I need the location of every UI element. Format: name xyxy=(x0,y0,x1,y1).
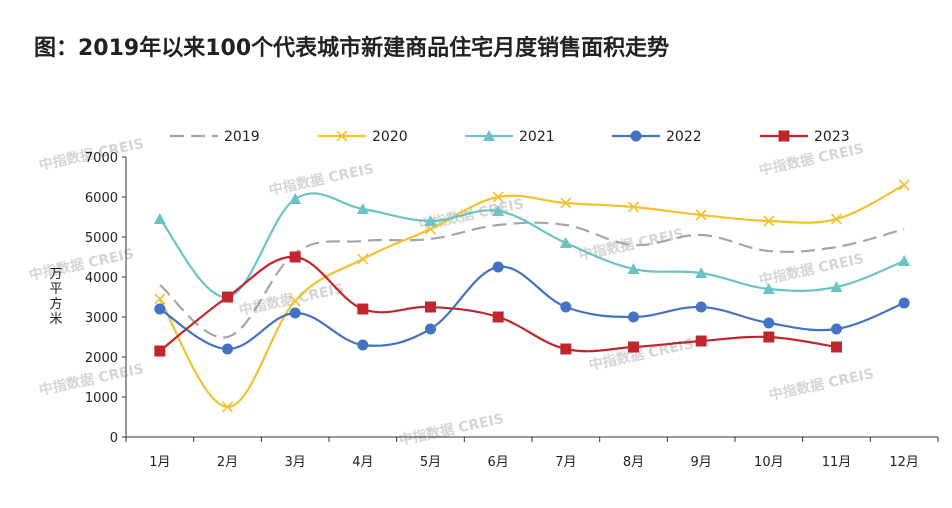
x-tick-label: 1月 xyxy=(149,455,170,470)
data-point-2021 xyxy=(762,283,775,294)
data-point-2023 xyxy=(763,331,775,343)
y-tick-label: 0 xyxy=(110,431,118,446)
watermark: 中指数据 CREIS xyxy=(757,140,865,179)
data-point-2022 xyxy=(560,301,572,313)
data-point-2022 xyxy=(898,297,910,309)
data-point-2021 xyxy=(695,267,708,278)
x-tick-label: 8月 xyxy=(623,455,644,470)
x-tick-label: 2月 xyxy=(217,455,238,470)
x-tick-label: 4月 xyxy=(352,455,373,470)
series-2020 xyxy=(154,179,910,413)
chart-title: 图：2019年以来100个代表城市新建商品住宅月度销售面积走势 xyxy=(34,36,670,61)
legend-item-2022: 2022 xyxy=(612,129,702,145)
data-point-2021 xyxy=(289,193,302,204)
y-tick-label: 4000 xyxy=(85,271,118,286)
watermark: 中指数据 CREIS xyxy=(587,335,695,374)
data-point-2022 xyxy=(695,301,707,313)
legend-label: 2020 xyxy=(372,129,408,145)
watermark: 中指数据 CREIS xyxy=(577,225,685,264)
data-point-2021 xyxy=(559,237,572,248)
data-point-2022 xyxy=(831,323,842,335)
y-tick-label: 7000 xyxy=(85,151,118,166)
series-line-2019 xyxy=(159,221,905,339)
legend-item-2021: 2021 xyxy=(465,129,555,145)
legend-label: 2021 xyxy=(519,129,555,145)
series-2021 xyxy=(153,192,911,302)
x-tick-label: 6月 xyxy=(488,455,509,470)
legend: 2019 2020 2021 2022 2023 xyxy=(170,129,850,145)
data-point-2020 xyxy=(289,295,301,307)
data-point-2020 xyxy=(627,201,640,213)
data-point-2021 xyxy=(627,263,640,274)
axes: 0 1000 2000 3000 4000 5000 6000 7000 1月 2月 3月 4月 5月 6… xyxy=(49,151,939,470)
x-tick-label: 3月 xyxy=(285,455,306,470)
data-point-2023 xyxy=(628,341,639,353)
data-point-2023 xyxy=(289,251,301,263)
legend-item-2023: 2023 xyxy=(760,129,850,145)
data-point-2021 xyxy=(356,203,369,214)
data-point-2021 xyxy=(492,205,505,216)
legend-marker xyxy=(336,130,348,142)
data-point-2023 xyxy=(831,341,842,353)
data-point-2023 xyxy=(492,311,504,323)
data-point-2023 xyxy=(425,301,436,313)
x-tick-label: 10月 xyxy=(754,455,784,470)
data-point-2023 xyxy=(560,343,572,355)
data-point-2020 xyxy=(560,197,572,209)
x-tick-label: 7月 xyxy=(555,455,576,470)
watermark-layer: 中指数据 CREIS 中指数据 CREIS 中指数据 CREIS 中指数据 CREIS… xyxy=(27,135,875,449)
y-tick-label: 5000 xyxy=(85,231,118,246)
data-point-2022 xyxy=(357,339,369,351)
data-point-2023 xyxy=(222,291,233,303)
data-point-2022 xyxy=(289,307,301,319)
data-point-2020 xyxy=(898,179,910,191)
legend-label: 2019 xyxy=(224,129,260,145)
legend-label: 2022 xyxy=(666,129,702,145)
legend-marker xyxy=(778,130,790,142)
watermark: 中指数据 CREIS xyxy=(267,160,375,199)
legend-marker xyxy=(630,130,642,142)
legend-item-2019: 2019 xyxy=(170,129,260,145)
y-tick-label: 6000 xyxy=(85,191,118,206)
data-point-2022 xyxy=(763,317,775,329)
x-tick-label: 11月 xyxy=(822,455,852,470)
data-point-2022 xyxy=(222,343,233,355)
watermark: 中指数据 CREIS xyxy=(397,410,505,449)
data-point-2023 xyxy=(154,345,166,357)
watermark: 中指数据 CREIS xyxy=(27,245,135,284)
data-point-2020 xyxy=(492,191,504,203)
x-tick-label: 12月 xyxy=(889,455,919,470)
data-point-2020 xyxy=(221,401,234,413)
data-point-2022 xyxy=(628,311,639,323)
y-tick-label: 2000 xyxy=(85,351,118,366)
data-point-2020 xyxy=(154,293,166,305)
series-2019 xyxy=(159,221,905,339)
data-point-2021 xyxy=(898,255,911,266)
data-point-2021 xyxy=(424,215,437,226)
y-axis-label: 万平方米 xyxy=(49,267,62,327)
series-2022 xyxy=(154,261,910,355)
legend-item-2020: 2020 xyxy=(318,129,408,145)
data-point-2022 xyxy=(154,303,166,315)
watermark: 中指数据 CREIS xyxy=(767,365,875,404)
data-point-2022 xyxy=(425,323,436,335)
data-point-2023 xyxy=(357,303,369,315)
series-2023 xyxy=(154,251,842,357)
data-point-2020 xyxy=(357,253,369,265)
data-point-2021 xyxy=(153,213,166,224)
y-tick-label: 3000 xyxy=(85,311,118,326)
y-tick-label: 1000 xyxy=(85,391,118,406)
data-point-2021 xyxy=(830,281,843,292)
data-point-2022 xyxy=(492,261,504,273)
data-point-2020 xyxy=(763,215,775,227)
data-point-2023 xyxy=(695,335,707,347)
x-tick-label: 5月 xyxy=(420,455,441,470)
data-point-2020 xyxy=(695,209,707,221)
data-point-2020 xyxy=(830,213,843,225)
x-tick-label: 9月 xyxy=(691,455,712,470)
legend-marker xyxy=(483,130,495,141)
series-layer xyxy=(153,179,911,413)
legend-label: 2023 xyxy=(814,129,850,145)
